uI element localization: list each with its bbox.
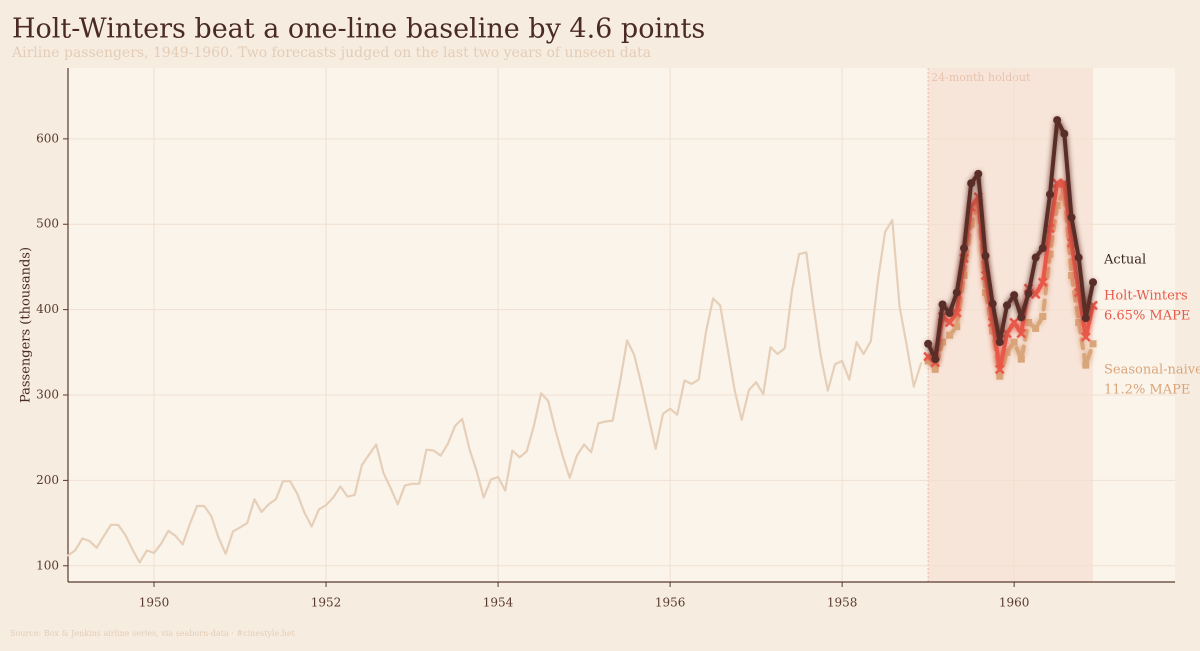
- point: [1046, 250, 1054, 258]
- x-tick-label: 1954: [483, 596, 514, 610]
- y-tick-label: 600: [36, 131, 59, 145]
- point: [1067, 213, 1076, 222]
- point: [1089, 340, 1097, 348]
- y-tick-label: 400: [36, 302, 59, 316]
- point: [1075, 318, 1083, 326]
- legend-label: Holt-Winters: [1104, 289, 1188, 304]
- point: [974, 169, 983, 178]
- point: [951, 308, 962, 318]
- y-tick-label: 500: [36, 217, 59, 231]
- point: [1010, 291, 1019, 300]
- point: [1003, 348, 1011, 356]
- point: [938, 300, 947, 309]
- point: [1068, 271, 1076, 279]
- point: [1060, 129, 1069, 138]
- point: [1080, 332, 1091, 342]
- chart-title: Holt-Winters beat a one-line baseline by…: [12, 14, 705, 45]
- point: [960, 271, 968, 279]
- point: [931, 355, 940, 364]
- x-tick-label: 1958: [827, 596, 858, 610]
- point: [939, 338, 947, 346]
- point: [1016, 328, 1027, 339]
- y-axis-label: Passengers (thousands): [19, 247, 34, 403]
- point: [996, 372, 1004, 380]
- point: [1039, 312, 1047, 320]
- point: [953, 323, 961, 331]
- legend-note: 6.65% MAPE: [1104, 309, 1190, 324]
- point: [1089, 278, 1098, 287]
- point: [1082, 361, 1090, 369]
- point: [1010, 338, 1018, 346]
- legend-label: Actual: [1103, 253, 1146, 268]
- y-tick-label: 200: [36, 473, 59, 487]
- point: [924, 357, 932, 365]
- point: [994, 364, 1005, 375]
- plot: 24-month holdout 100 200 300 400 500 600 1950 19…: [36, 68, 1200, 610]
- legend-note: 11.2% MAPE: [1104, 383, 1190, 398]
- point: [967, 220, 975, 228]
- point: [1009, 317, 1020, 328]
- point: [1046, 190, 1055, 199]
- point: [1038, 244, 1047, 253]
- history-line: [66, 218, 923, 564]
- source-note: Source: Box & Jenkins airline series, vi…: [10, 629, 296, 638]
- point: [946, 331, 954, 339]
- point: [988, 299, 997, 308]
- point: [1053, 116, 1062, 125]
- point: [1074, 253, 1083, 262]
- point: [1037, 277, 1048, 288]
- chart-subtitle: Airline passengers, 1949-1960. Two forec…: [11, 45, 651, 61]
- point: [1017, 355, 1025, 363]
- point: [995, 338, 1004, 347]
- point: [1003, 301, 1012, 310]
- point: [1002, 328, 1012, 339]
- point: [1017, 313, 1026, 322]
- legend-label: Seasonal-naive: [1104, 363, 1200, 378]
- x-tick-label: 1956: [655, 596, 686, 610]
- point: [1031, 253, 1040, 262]
- point: [1081, 314, 1090, 323]
- point: [1030, 289, 1041, 300]
- x-tick-label: 1950: [139, 596, 170, 610]
- point: [1053, 201, 1061, 209]
- point: [1025, 318, 1033, 326]
- point: [1024, 289, 1033, 298]
- x-tick-label: 1952: [311, 596, 342, 610]
- point: [952, 288, 961, 297]
- point: [1032, 324, 1040, 332]
- point: [967, 179, 976, 188]
- point: [960, 244, 969, 253]
- point: [944, 317, 955, 328]
- point: [945, 309, 954, 318]
- point: [924, 339, 933, 348]
- point: [982, 289, 990, 297]
- y-tick-label: 300: [36, 388, 59, 402]
- y-tick-label: 100: [36, 558, 59, 572]
- holdout-label: 24-month holdout: [931, 71, 1031, 84]
- point: [931, 365, 939, 373]
- point: [981, 251, 990, 260]
- x-tick-label: 1960: [999, 596, 1030, 610]
- point: [1052, 178, 1063, 189]
